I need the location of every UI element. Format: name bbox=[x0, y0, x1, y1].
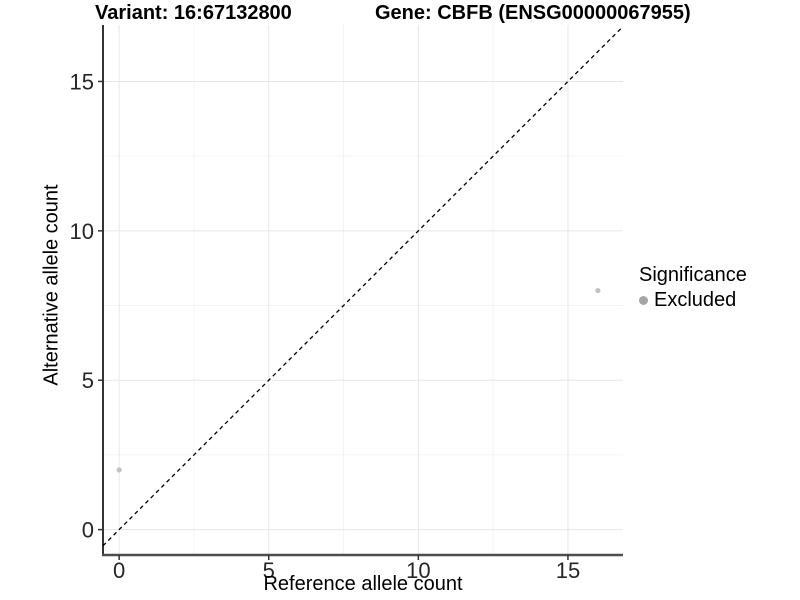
x-axis-title: Reference allele count bbox=[263, 573, 463, 595]
y-tick-label: 0 bbox=[82, 518, 94, 543]
identity-line bbox=[102, 26, 624, 547]
data-point bbox=[116, 467, 122, 473]
y-tick-label: 5 bbox=[82, 368, 94, 393]
variant-title: Variant: 16:67132800 bbox=[95, 2, 292, 24]
y-tick-label: 10 bbox=[70, 219, 94, 244]
x-tick-label: 10 bbox=[406, 558, 430, 583]
legend: Significance Excluded bbox=[639, 264, 747, 312]
legend-entry-excluded: Excluded bbox=[639, 289, 747, 312]
legend-entry-label: Excluded bbox=[654, 289, 737, 311]
legend-key-dot-icon bbox=[639, 296, 648, 305]
legend-title: Significance bbox=[639, 264, 747, 286]
y-tick-label: 15 bbox=[70, 69, 94, 94]
x-tick-label: 15 bbox=[556, 558, 580, 583]
x-tick-label: 0 bbox=[113, 558, 125, 583]
y-axis-title: Alternative allele count bbox=[40, 184, 63, 386]
x-tick-label: 5 bbox=[263, 558, 275, 583]
gene-title: Gene: CBFB (ENSG00000067955) bbox=[375, 2, 691, 24]
data-point bbox=[595, 287, 601, 294]
